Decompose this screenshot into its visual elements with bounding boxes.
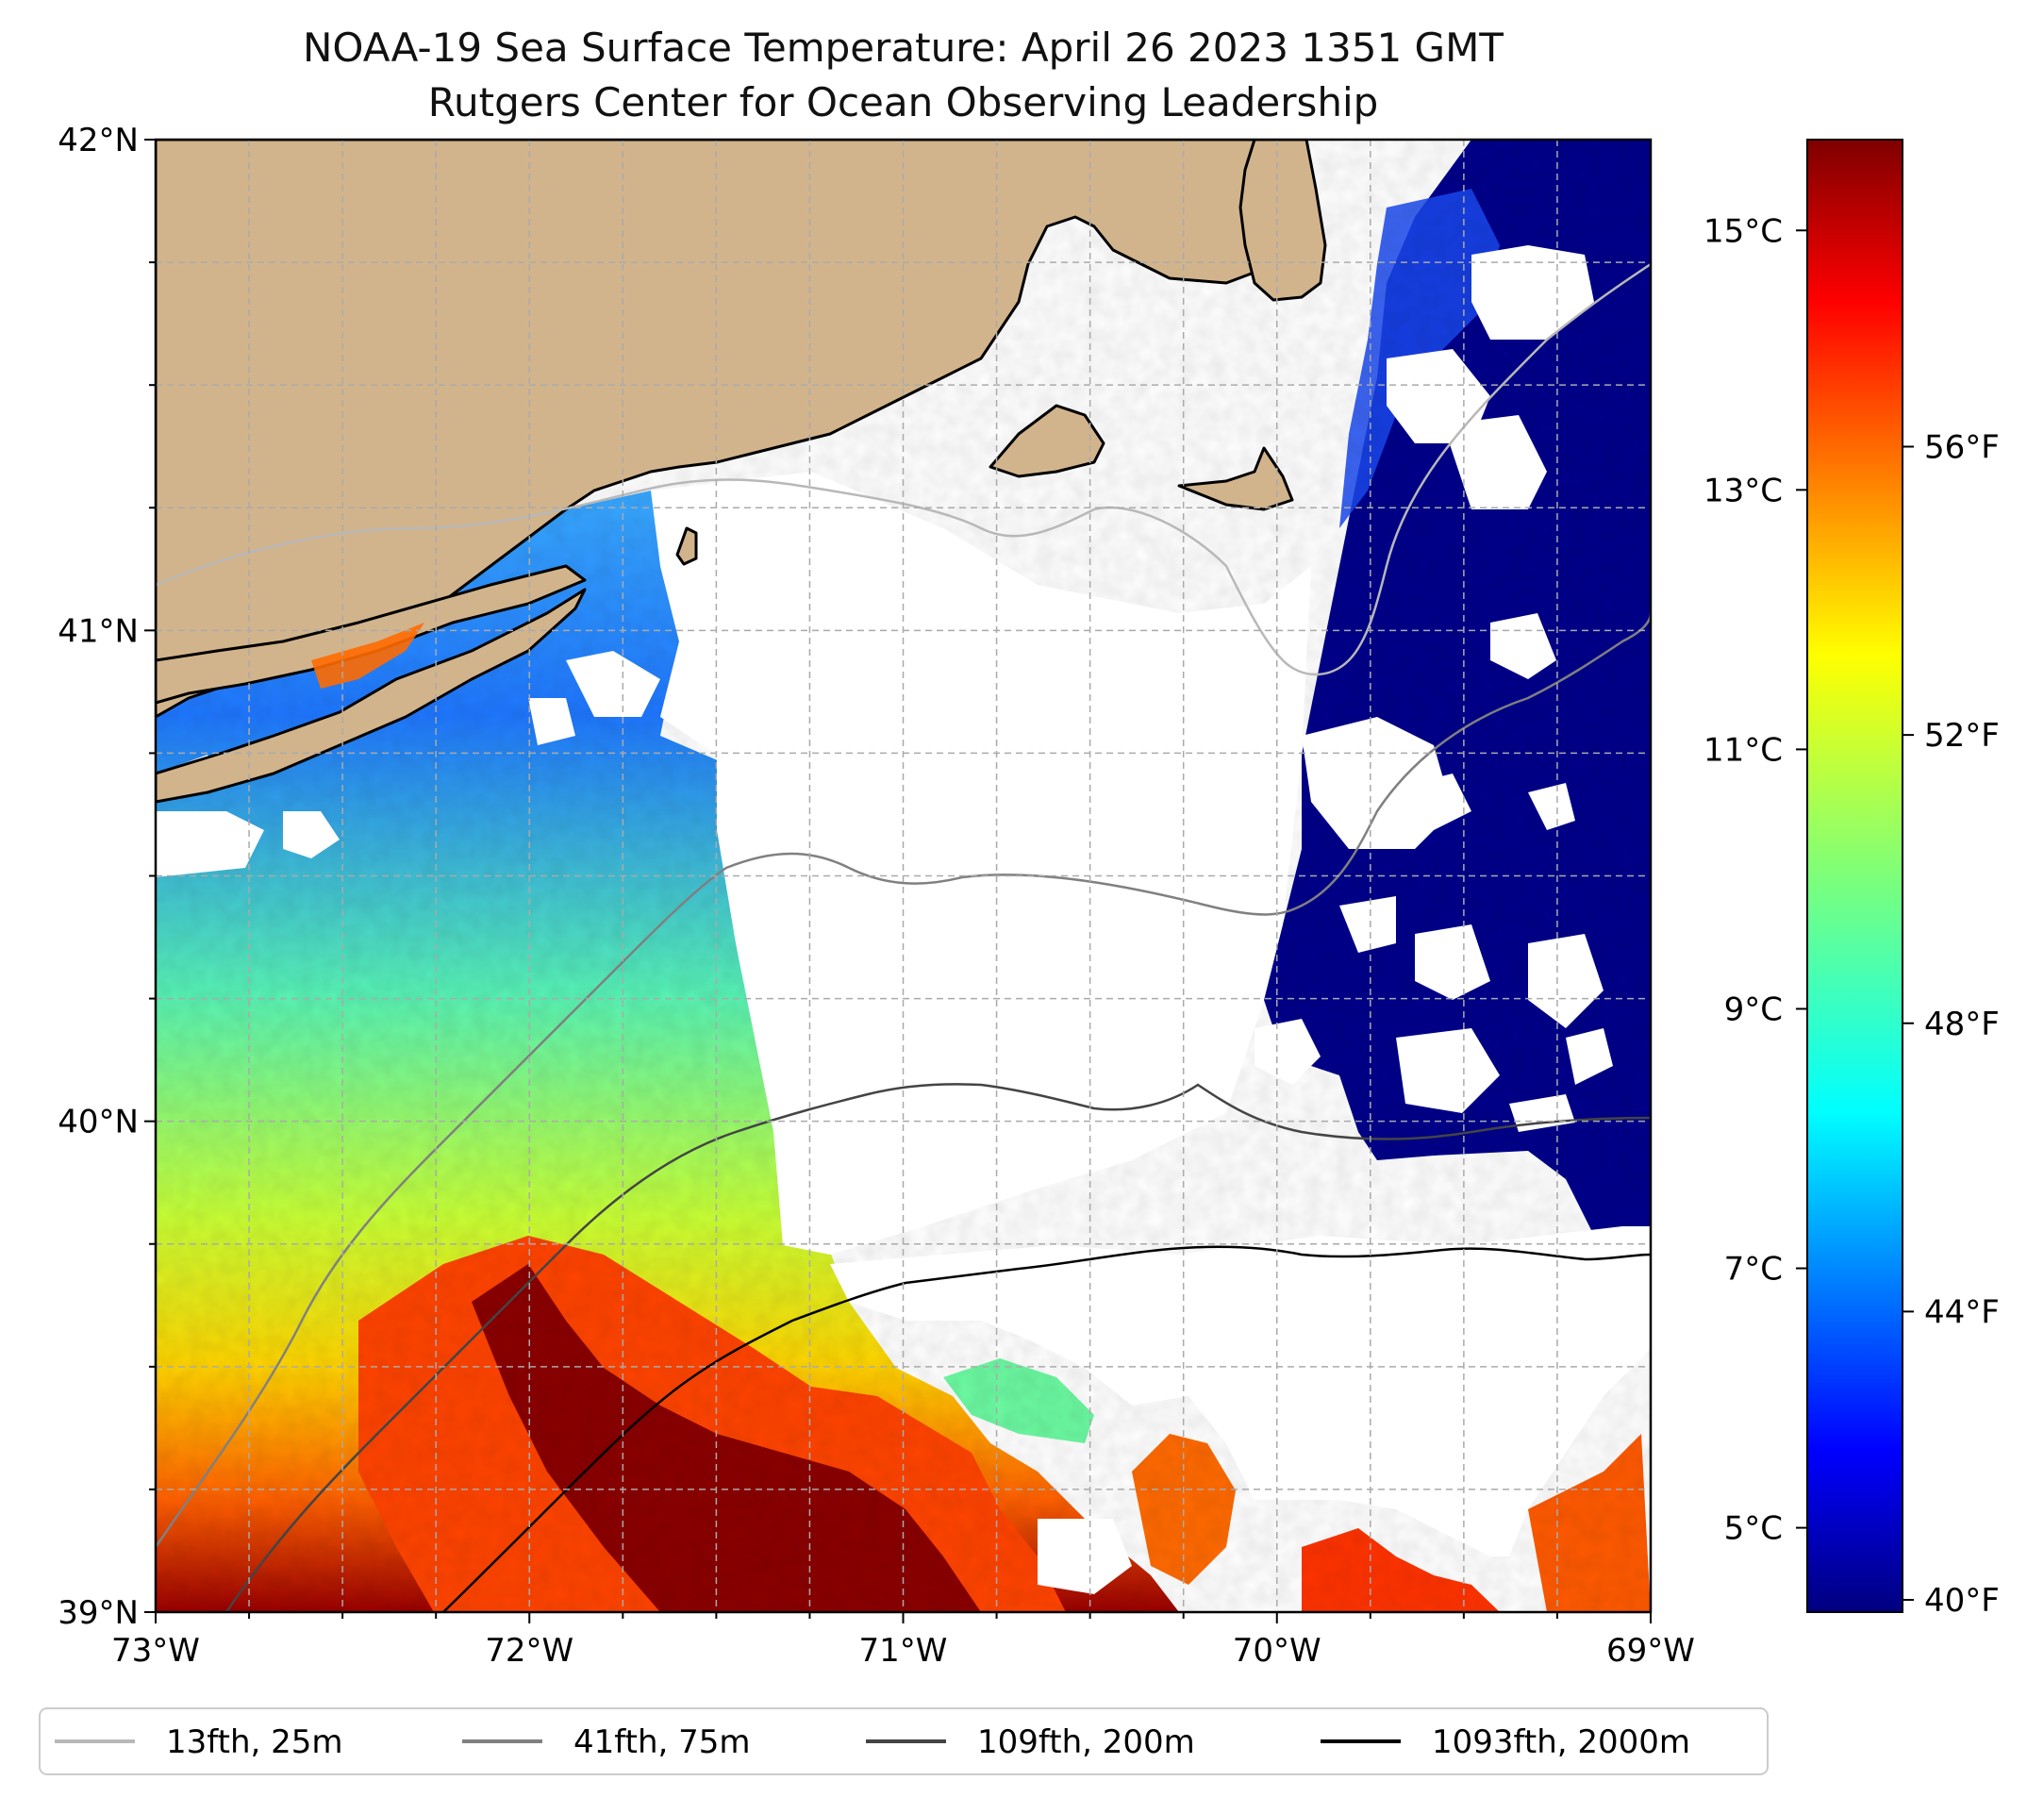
- colorbar-f-label: 44°F: [1924, 1293, 2000, 1331]
- lat-tick-label: 42°N: [58, 122, 139, 159]
- contour-25m: [156, 262, 1651, 676]
- legend-label: 41fth, 75m: [573, 1723, 751, 1761]
- colorbar-c-label: 13°C: [1703, 472, 1783, 509]
- bathymetry-contours: [156, 262, 1651, 1612]
- land-nantucket: [1177, 446, 1294, 511]
- lon-tick-label: 73°W: [111, 1632, 200, 1670]
- land-long-island: [156, 588, 587, 804]
- colorbar-c-label: 15°C: [1703, 212, 1783, 250]
- colorbar-f-label: 56°F: [1924, 428, 2000, 466]
- contour-2000m: [442, 1245, 1651, 1612]
- colorbar: [1806, 139, 1903, 1613]
- lat-tick-label: 39°N: [58, 1594, 139, 1632]
- land: [156, 140, 1327, 804]
- map-content: [156, 140, 1651, 1612]
- land-block-island: [675, 526, 698, 566]
- colorbar-f-label: 52°F: [1924, 717, 2000, 755]
- legend-label: 109fth, 200m: [977, 1723, 1195, 1761]
- colorbar-ticks: 15°C 13°C 11°C 9°C 7°C 5°C 56°F 52°F 48°F 44°F 40°…: [1703, 212, 2000, 1620]
- lon-tick-label: 69°W: [1606, 1632, 1695, 1670]
- gridlines: [156, 140, 1651, 1612]
- contour-200m: [224, 1083, 1651, 1612]
- legend-label: 1093fth, 2000m: [1432, 1723, 1690, 1761]
- colorbar-c-label: 5°C: [1724, 1510, 1783, 1548]
- lat-tick-label: 41°N: [58, 612, 139, 650]
- lon-tick-label: 70°W: [1233, 1632, 1321, 1670]
- legend: 13fth, 25m 41fth, 75m 109fth, 200m 1093fth,…: [39, 1707, 1769, 1775]
- lat-tick-label: 40°N: [58, 1104, 139, 1141]
- land-cape-cod: [1238, 140, 1327, 302]
- lon-tick-label: 72°W: [485, 1632, 573, 1670]
- contour-75m: [156, 612, 1651, 1548]
- colorbar-f-label: 40°F: [1924, 1582, 2000, 1620]
- axis-ticks: 73°W 72°W 71°W 70°W 69°W 42°N 41°N 40°N 39°N: [58, 122, 1695, 1670]
- cloud-gaps: [156, 245, 1651, 1594]
- colorbar-c-label: 7°C: [1724, 1251, 1783, 1289]
- colorbar-c-label: 9°C: [1724, 990, 1783, 1028]
- figure-title: NOAA-19 Sea Surface Temperature: April 2…: [303, 25, 1504, 71]
- land-long-island-north: [156, 564, 587, 705]
- sst-coastal-sliver: [311, 623, 424, 689]
- colorbar-c-label: 11°C: [1703, 731, 1783, 769]
- land-marthas-vineyard: [989, 404, 1105, 478]
- lon-tick-label: 71°W: [859, 1632, 948, 1670]
- legend-label: 13fth, 25m: [166, 1723, 343, 1761]
- colorbar-f-label: 48°F: [1924, 1006, 2000, 1043]
- figure-subtitle: Rutgers Center for Ocean Observing Leade…: [427, 79, 1379, 125]
